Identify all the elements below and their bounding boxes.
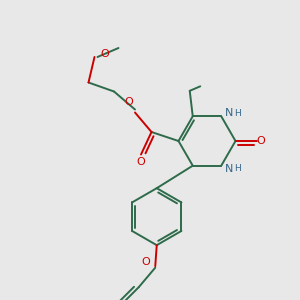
Text: O: O [136, 157, 146, 167]
Text: N: N [225, 108, 233, 118]
Text: O: O [124, 97, 134, 107]
Text: O: O [100, 49, 109, 59]
Text: O: O [142, 257, 151, 267]
Text: O: O [256, 136, 266, 146]
Text: N: N [225, 164, 233, 174]
Text: H: H [234, 164, 241, 173]
Text: H: H [234, 109, 241, 118]
